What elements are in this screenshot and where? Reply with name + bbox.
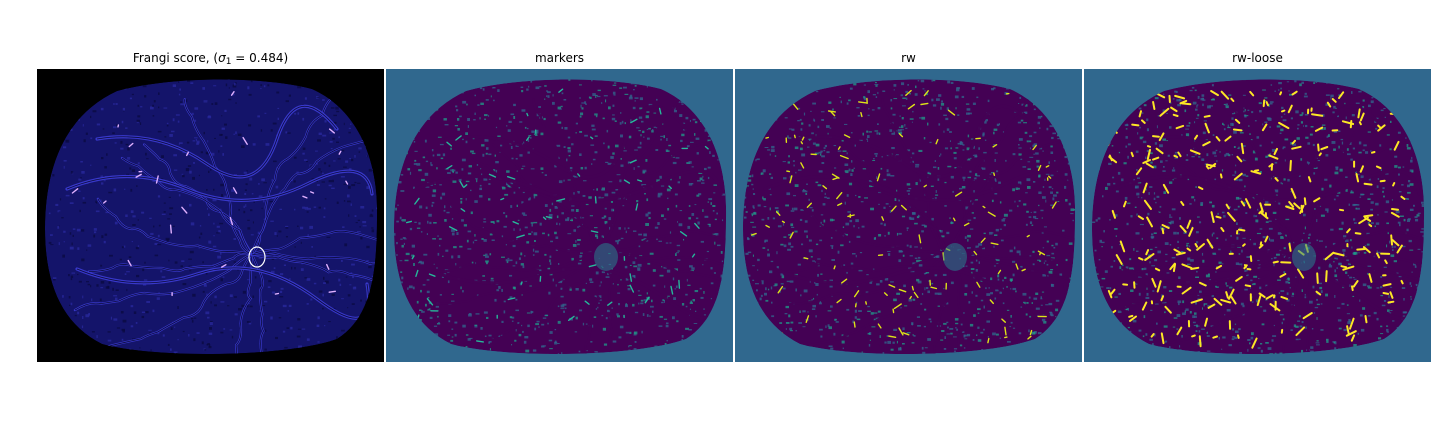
panel-rw-loose: rw-loose	[1084, 0, 1431, 432]
rw-loose-image	[1084, 69, 1431, 362]
panel-title-rw-loose: rw-loose	[1232, 51, 1283, 65]
panel-frangi-score: Frangi score, (σ1 = 0.484)	[37, 0, 384, 432]
frangi-score-image	[37, 69, 384, 362]
markers-image	[386, 69, 733, 362]
panel-title-frangi: Frangi score, (σ1 = 0.484)	[132, 51, 289, 67]
panel-markers: markers	[386, 0, 733, 432]
panel-title-markers: markers	[534, 51, 585, 65]
panel-title-rw: rw	[901, 51, 916, 65]
panel-rw: rw	[735, 0, 1082, 432]
rw-image	[735, 69, 1082, 362]
